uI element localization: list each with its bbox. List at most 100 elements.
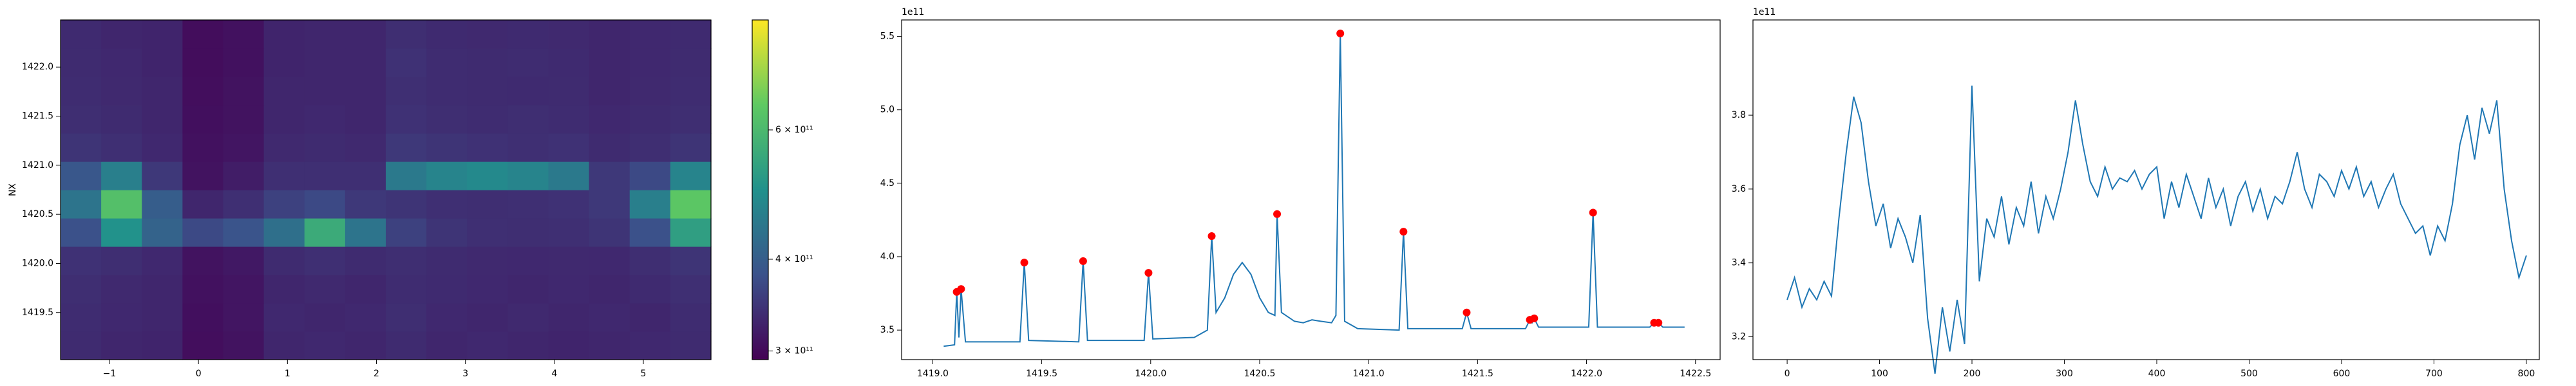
heatmap-cell (61, 218, 102, 247)
x-tick-label: 1422.0 (1571, 369, 1602, 379)
heatmap-cell (467, 275, 508, 304)
heatmap-cell (142, 48, 183, 77)
heatmap-cell (182, 246, 224, 275)
heatmap-cell (345, 20, 386, 49)
heatmap-cell (467, 48, 508, 77)
heatmap-cell (507, 303, 549, 332)
heatmap-cell (426, 105, 468, 134)
heatmap-cell (386, 303, 427, 332)
heatmap-cell (263, 303, 305, 332)
heatmap-cell (507, 190, 549, 219)
heatmap-cell (386, 77, 427, 106)
heatmap-cell (304, 48, 346, 77)
heatmap-cell (223, 105, 265, 134)
heatmap-cell (670, 20, 712, 49)
x-tick-label: 1 (285, 369, 290, 379)
heatmap-cell (345, 303, 386, 332)
heatmap-cell (182, 218, 224, 247)
heatmap-cell (182, 303, 224, 332)
heatmap-cell (101, 161, 142, 190)
heatmap-cell (263, 331, 305, 360)
offset-text: 1e11 (1753, 7, 1776, 17)
x-tick-label: 1422.5 (1680, 369, 1711, 379)
heatmap-cell (629, 105, 671, 134)
heatmap-cell (182, 48, 224, 77)
y-tick-label: 1420.0 (22, 258, 53, 268)
heatmap-cell (507, 275, 549, 304)
heatmap-cell (182, 105, 224, 134)
heatmap-cell (61, 48, 102, 77)
heatmap-cell (345, 331, 386, 360)
y-tick-label: 1421.5 (22, 111, 53, 122)
heatmap-cell (426, 190, 468, 219)
heatmap-cell (426, 48, 468, 77)
heatmap-cell (589, 190, 630, 219)
heatmap-cell (548, 48, 590, 77)
heatmap-cell (426, 218, 468, 247)
peak-marker (1079, 257, 1087, 265)
heatmap-cell (61, 105, 102, 134)
heatmap-cell (467, 190, 508, 219)
peak-marker (1654, 318, 1663, 327)
heatmap-cell (345, 246, 386, 275)
heatmap-cell (223, 48, 265, 77)
heatmap-cell (507, 331, 549, 360)
heatmap-cell (589, 161, 630, 190)
heatmap-cell (263, 218, 305, 247)
heatmap-cell (304, 161, 346, 190)
heatmap-cell (61, 303, 102, 332)
heatmap-cell (467, 133, 508, 162)
heatmap-cell (345, 133, 386, 162)
x-tick-label: 400 (2148, 369, 2166, 379)
heatmap-cell (467, 20, 508, 49)
y-tick-label: 1420.5 (22, 209, 53, 219)
heatmap-cell (101, 105, 142, 134)
heatmap-cell (101, 48, 142, 77)
heatmap-cell (589, 77, 630, 106)
y-tick-label: 4.5 (880, 178, 895, 188)
heatmap-cell (101, 133, 142, 162)
heatmap-cell (507, 161, 549, 190)
colorbar-tick-label: 4 × 10¹¹ (775, 254, 813, 264)
heatmap-cell (223, 161, 265, 190)
heatmap-cell (61, 331, 102, 360)
heatmap-cell (467, 246, 508, 275)
x-tick-label: 100 (1871, 369, 1888, 379)
heatmap-cell (101, 303, 142, 332)
heatmap-cell (142, 218, 183, 247)
heatmap-cell (304, 190, 346, 219)
heatmap-cell (142, 190, 183, 219)
heatmap-cell (426, 331, 468, 360)
y-axis-label: NX (8, 183, 18, 196)
heatmap-cell (345, 105, 386, 134)
heatmap-cell (629, 77, 671, 106)
heatmap-cell (507, 133, 549, 162)
offset-text: 1e11 (902, 7, 924, 17)
heatmap-cell (670, 303, 712, 332)
heatmap-cell (61, 77, 102, 106)
y-tick-label: 5.5 (880, 32, 895, 42)
heatmap-cell (223, 246, 265, 275)
heatmap-cell (101, 20, 142, 49)
heatmap-cell (223, 218, 265, 247)
heatmap-cell (589, 331, 630, 360)
heatmap-cell (426, 20, 468, 49)
peak-marker (1336, 30, 1345, 38)
heatmap-cell (345, 218, 386, 247)
heatmap-cell (386, 246, 427, 275)
heatmap-cell (629, 161, 671, 190)
x-tick-label: 4 (551, 369, 557, 379)
x-tick-label: 1419.5 (1026, 369, 1057, 379)
heatmap-cell (223, 20, 265, 49)
heatmap-cell (142, 303, 183, 332)
y-tick-label: 3.6 (1732, 184, 1746, 194)
heatmap-cell (386, 133, 427, 162)
heatmap-cell (263, 246, 305, 275)
heatmap-cell (629, 331, 671, 360)
heatmap-cell (386, 218, 427, 247)
heatmap-cell (142, 246, 183, 275)
heatmap-cell (223, 275, 265, 304)
data-line (943, 33, 1685, 347)
heatmap-cell (589, 48, 630, 77)
heatmap-cell (142, 133, 183, 162)
